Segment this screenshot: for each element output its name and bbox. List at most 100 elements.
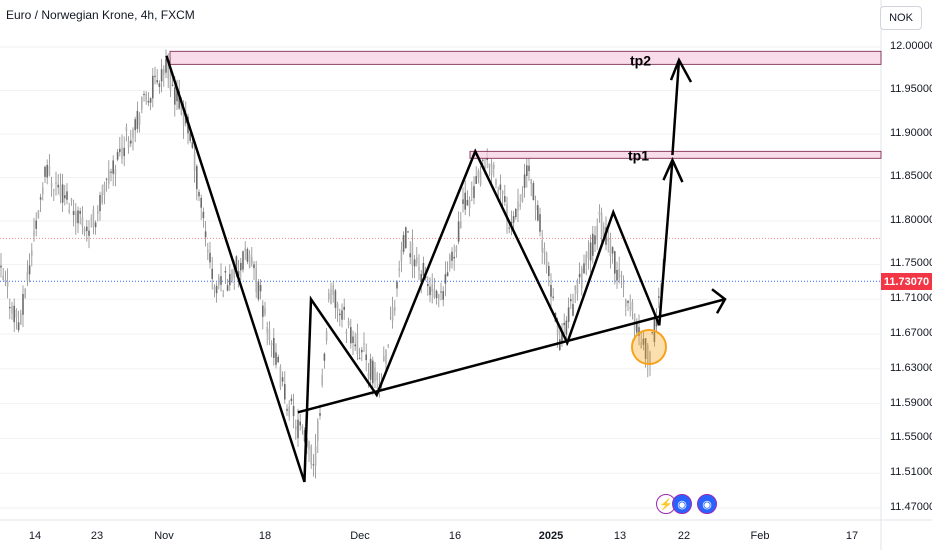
- candle-body: [497, 189, 499, 198]
- ascending-trendline: [297, 298, 726, 414]
- candle-body: [394, 307, 396, 311]
- candle-body: [565, 320, 568, 335]
- candle-body: [273, 337, 275, 358]
- globe-icon[interactable]: ◉: [697, 494, 717, 514]
- candle-body: [548, 266, 550, 276]
- candle-body: [204, 231, 207, 238]
- currency-button[interactable]: NOK: [880, 6, 922, 30]
- candle-body: [484, 166, 486, 168]
- candle-body: [642, 338, 645, 345]
- candle-body: [435, 290, 438, 299]
- candle-body: [44, 166, 46, 177]
- candle-body: [149, 98, 152, 103]
- candle-body: [627, 300, 629, 304]
- candle-body: [196, 166, 198, 190]
- candle-body: [636, 323, 638, 333]
- candle-body: [281, 377, 284, 382]
- candle-body: [499, 184, 502, 190]
- candle-body: [457, 221, 460, 242]
- candle-body: [347, 320, 350, 326]
- candle-body: [519, 204, 521, 207]
- candle-body: [482, 159, 484, 161]
- candle-body: [649, 352, 651, 364]
- candle-body: [264, 307, 266, 315]
- candle-body: [103, 184, 106, 196]
- candle-body: [268, 328, 271, 341]
- candle-body: [343, 306, 345, 310]
- candle-body: [132, 129, 134, 138]
- candle-body: [541, 240, 543, 253]
- candle-body: [453, 256, 455, 259]
- candle-body: [125, 127, 128, 132]
- candle-body: [598, 211, 601, 216]
- candle-body: [303, 430, 306, 442]
- candle-body: [240, 262, 242, 271]
- candle-body: [420, 274, 422, 282]
- candle-body: [490, 163, 493, 175]
- candle-body: [400, 249, 403, 262]
- candle-body: [75, 211, 77, 223]
- candle-body: [356, 334, 359, 355]
- candle-body: [105, 178, 108, 180]
- candle-body: [587, 251, 590, 259]
- candle-body: [17, 322, 20, 331]
- candle-body: [114, 169, 117, 175]
- candle-body: [585, 254, 587, 265]
- price-tick-label: 11.67000: [890, 327, 932, 340]
- price-tick-label: 11.47000: [890, 501, 932, 513]
- candle-body: [570, 299, 572, 302]
- candle-body: [163, 68, 165, 75]
- candle-body: [655, 318, 658, 327]
- candle-body: [422, 262, 425, 276]
- candle-body: [174, 87, 176, 105]
- candle-body: [473, 186, 475, 199]
- candle-body: [339, 313, 341, 316]
- candle-body: [295, 426, 297, 430]
- candle-body: [275, 352, 277, 365]
- candle-body: [501, 190, 504, 195]
- tp2-arrow-head: [669, 57, 693, 83]
- candle-body: [259, 285, 262, 292]
- candle-body: [466, 200, 469, 206]
- candle-body: [618, 268, 620, 280]
- candle-body: [61, 184, 64, 203]
- candle-body: [572, 303, 574, 316]
- candle-body: [50, 183, 53, 187]
- candle-body: [255, 268, 257, 293]
- candle-body: [363, 343, 365, 345]
- candle-body: [233, 265, 235, 278]
- candle-body: [640, 341, 642, 349]
- candle-body: [171, 84, 174, 86]
- candle-body: [638, 327, 640, 336]
- candle-body: [477, 170, 480, 178]
- candle-body: [215, 285, 218, 294]
- candle-body: [189, 132, 191, 141]
- time-tick-label: Dec: [350, 530, 370, 542]
- candle-body: [495, 179, 497, 185]
- candle-body: [46, 164, 48, 178]
- candle-body: [620, 274, 623, 278]
- candle-body: [127, 141, 130, 148]
- candle-body: [176, 88, 178, 102]
- price-tick-label: 11.51000: [890, 466, 932, 479]
- tp1-arrow-line: [658, 159, 674, 326]
- candle-body: [431, 284, 433, 292]
- time-tick-label: 22: [677, 530, 691, 542]
- candle-body: [35, 220, 37, 229]
- candle-body: [22, 294, 24, 315]
- candle-body: [460, 221, 462, 228]
- candle-body: [622, 283, 625, 285]
- candle-body: [367, 373, 370, 377]
- time-tick-label: 14: [28, 530, 42, 542]
- candle-body: [59, 185, 62, 197]
- candle-body: [578, 273, 581, 278]
- candle-body: [407, 231, 409, 233]
- candle-body: [226, 285, 229, 291]
- candle-body: [200, 197, 202, 208]
- candle-body: [625, 299, 627, 307]
- candle-body: [589, 242, 592, 261]
- candle-body: [13, 305, 15, 323]
- globe-icon[interactable]: ◉: [672, 494, 692, 514]
